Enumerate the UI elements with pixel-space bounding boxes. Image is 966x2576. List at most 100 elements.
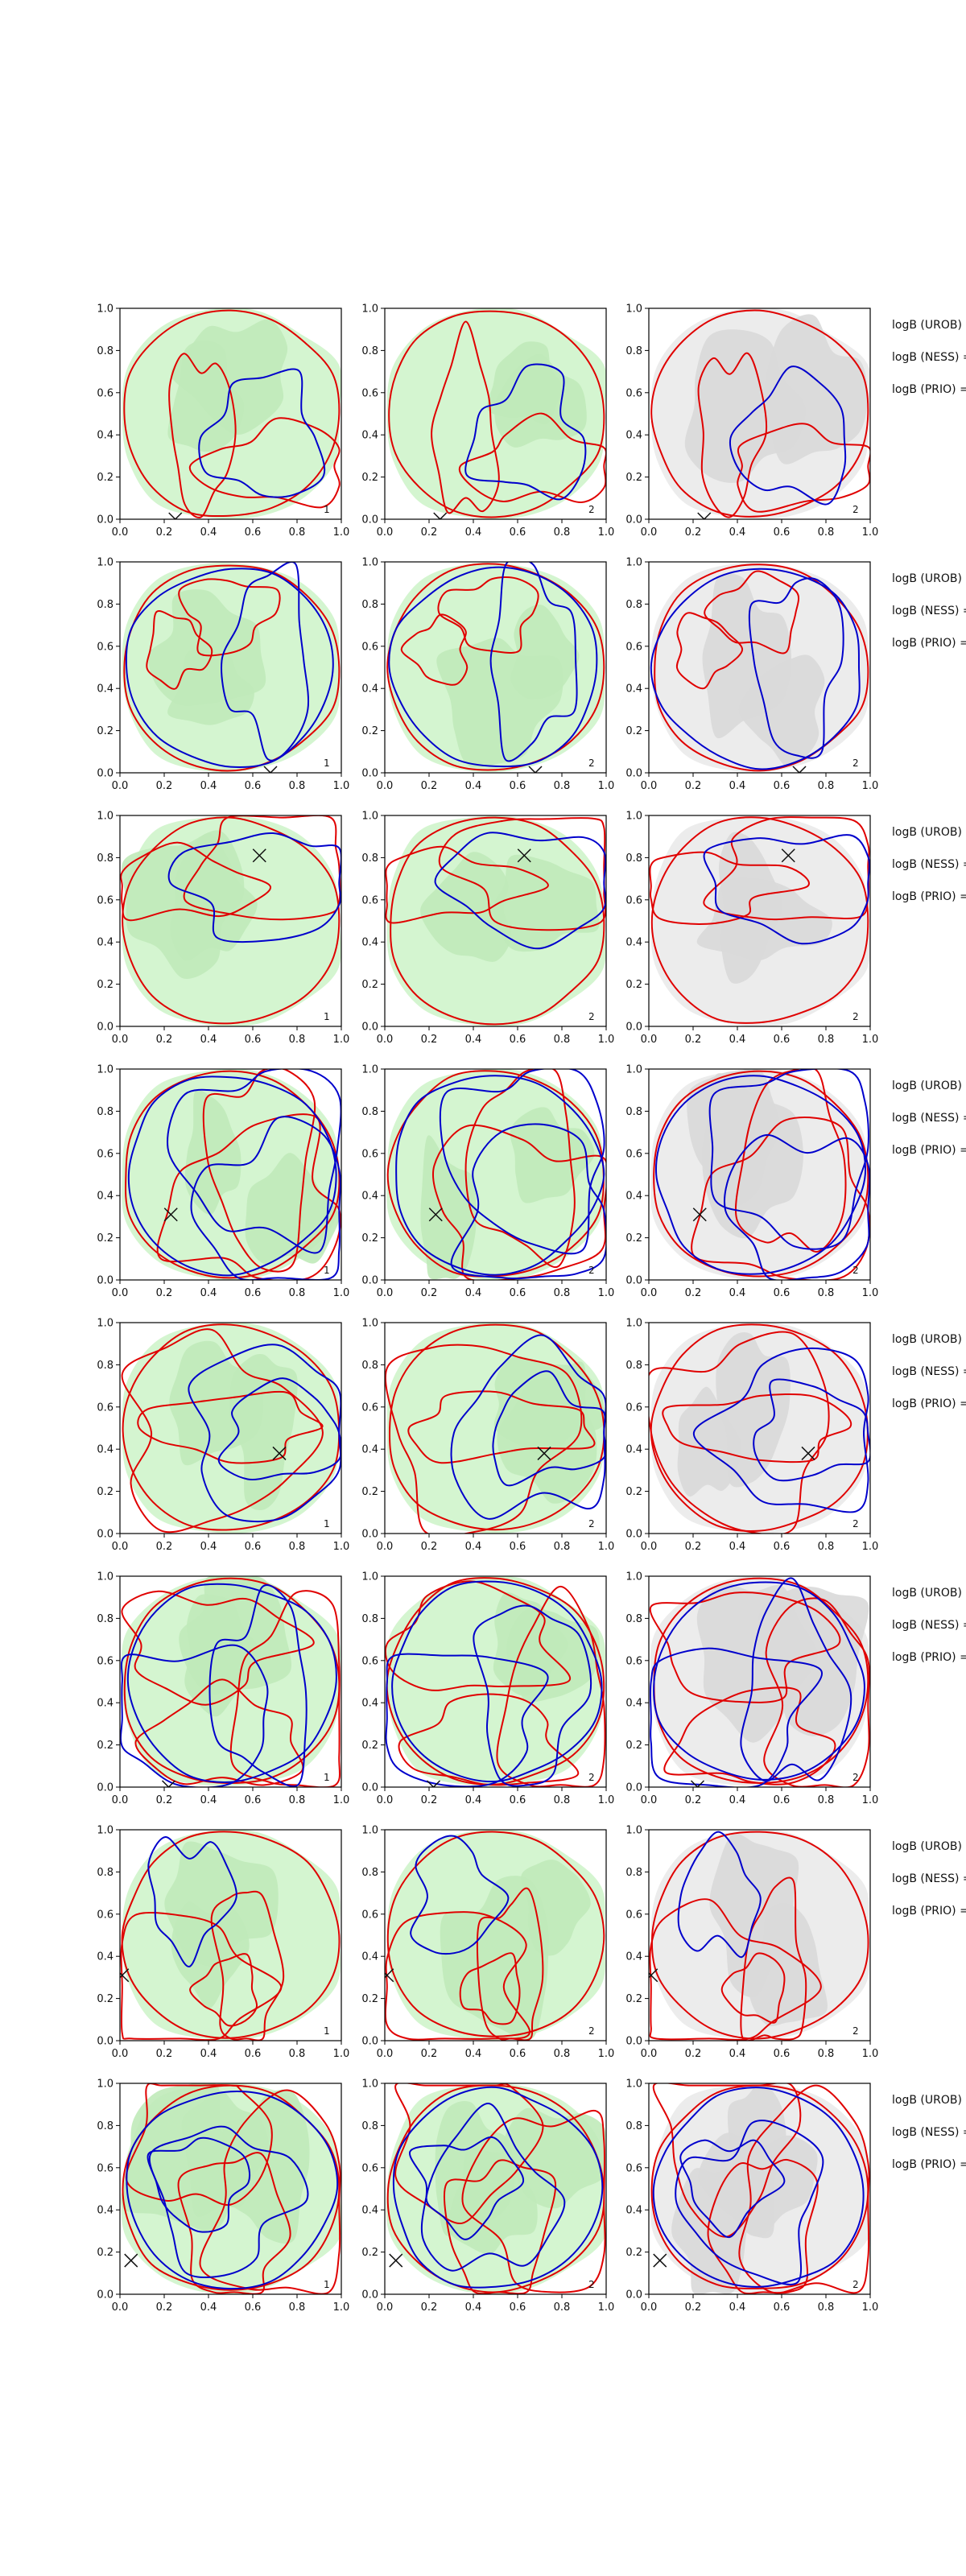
axes-frame — [119, 1575, 342, 1788]
x-tick-label: 0.6 — [510, 1541, 526, 1553]
target-marker — [653, 2253, 667, 2268]
target-marker — [801, 1446, 815, 1460]
contour-red — [649, 1898, 822, 2041]
panel-number: 2 — [588, 1011, 595, 1022]
panel-number: 1 — [324, 1772, 330, 1783]
axes-frame — [384, 815, 607, 1027]
contour-blue — [703, 834, 870, 945]
x-tick-label: 0.6 — [774, 1794, 791, 1806]
x-tick-label: 0.4 — [465, 1541, 482, 1553]
x-tick-label: 0.0 — [641, 526, 658, 539]
panel-plot-area — [121, 2083, 341, 2294]
x-tick-label: 0.8 — [554, 780, 571, 792]
axes-frame — [119, 308, 342, 520]
side-label: logB (PRIO) = — [892, 1651, 966, 1664]
panel-number: 2 — [588, 1265, 595, 1276]
x-tick-label: 0.4 — [465, 780, 482, 792]
contour-blue — [439, 1069, 605, 1255]
target-marker — [124, 2253, 138, 2268]
contour-red — [385, 845, 549, 924]
y-tick-label: 0.8 — [97, 2120, 114, 2132]
x-tick-label: 0.2 — [421, 780, 438, 792]
contour-blue — [221, 562, 310, 762]
marker-stroke — [389, 2253, 403, 2268]
target-marker — [692, 1208, 707, 1222]
panel-r4-c2: 2 0.0 0.2 0.4 0.6 0.8 1.0 0.0 0.2 0.4 0.6 0.8 1.0 — [361, 1064, 614, 1300]
y-tick-label: 0.0 — [625, 2289, 642, 2301]
x-tick-label: 0.8 — [554, 1541, 571, 1553]
contour-red — [125, 2083, 273, 2207]
contour-red — [183, 815, 341, 921]
x-tick-label: 0.4 — [465, 526, 482, 539]
x-tick-label: 0.2 — [156, 1287, 173, 1299]
panel-plot-area — [386, 562, 605, 773]
x-tick-label: 0.4 — [729, 526, 746, 539]
x-tick-label: 1.0 — [862, 1541, 879, 1553]
y-tick-label: 0.8 — [625, 852, 642, 865]
density-fill-inner — [502, 2107, 606, 2209]
x-tick-label: 0.4 — [200, 780, 217, 792]
axes-frame — [119, 561, 342, 774]
panel-plot-area — [120, 815, 341, 1026]
contour-blue — [410, 1835, 510, 1955]
y-tick-label: 0.6 — [361, 894, 378, 906]
y-tick-label: 0.0 — [97, 1782, 114, 1794]
panel-plot-area — [650, 2083, 870, 2294]
x-tick-label: 0.8 — [554, 2301, 571, 2314]
y-tick-label: 0.4 — [361, 1951, 378, 1963]
y-tick-label: 1.0 — [361, 811, 378, 823]
contour-red — [740, 1876, 807, 2041]
marker-stroke — [801, 1446, 815, 1460]
y-tick-label: 0.4 — [361, 2205, 378, 2217]
x-tick-label: 0.6 — [774, 1034, 791, 1046]
contour-red — [134, 1678, 304, 1786]
y-tick-label: 0.6 — [97, 894, 114, 906]
marker-stroke — [781, 848, 795, 863]
marker-stroke — [798, 766, 807, 773]
y-tick-label: 1.0 — [97, 2079, 114, 2091]
x-tick-label: 0.4 — [729, 1287, 746, 1299]
contour-blue — [208, 1584, 308, 1787]
y-tick-label: 0.2 — [361, 1740, 378, 1752]
panel-r5-c1: 1 0.0 0.2 0.4 0.6 0.8 1.0 0.0 0.2 0.4 0.6 0.8 1.0 — [97, 1318, 349, 1554]
contour-blue — [420, 2103, 566, 2272]
target-marker — [690, 1780, 705, 1787]
panel-number: 2 — [588, 2279, 595, 2290]
marker-stroke — [792, 766, 801, 773]
contour-red — [662, 1393, 852, 1463]
y-tick-label: 0.6 — [625, 2162, 642, 2174]
density-fill-inner — [716, 1331, 791, 1488]
contour-red — [691, 1117, 870, 1280]
contour-red — [738, 2084, 870, 2294]
y-tick-label: 0.2 — [97, 2247, 114, 2259]
x-tick-label: 0.4 — [729, 2048, 746, 2060]
contour-red — [431, 320, 500, 514]
x-tick-label: 1.0 — [333, 2301, 350, 2314]
target-marker — [649, 1968, 658, 1983]
x-tick-label: 0.4 — [465, 2048, 482, 2060]
x-tick-label: 1.0 — [333, 1287, 350, 1299]
y-tick-label: 0.0 — [361, 2036, 378, 2048]
contour-red — [707, 2158, 819, 2294]
contour-red — [385, 1344, 583, 1534]
y-tick-label: 0.8 — [625, 2120, 642, 2132]
density-fill-inner — [184, 1089, 242, 1215]
x-tick-label: 0.6 — [245, 1794, 262, 1806]
x-tick-label: 0.4 — [200, 1034, 217, 1046]
y-tick-label: 1.0 — [361, 2079, 378, 2091]
contour-blue — [464, 363, 587, 501]
density-fill-inner — [521, 1860, 591, 1956]
contour-red — [121, 1328, 324, 1534]
x-tick-label: 0.2 — [156, 1541, 173, 1553]
panel-plot-area — [121, 1323, 341, 1534]
side-label: logB (NESS) = — [892, 1365, 966, 1378]
axes-frame — [648, 561, 871, 774]
density-fill-inner — [169, 1340, 264, 1466]
contour-red-outer — [386, 1831, 605, 2037]
target-marker — [697, 512, 712, 519]
y-tick-label: 0.8 — [97, 1106, 114, 1118]
side-label: logB (UROB) = — [892, 1333, 966, 1346]
marker-stroke — [426, 1780, 435, 1787]
y-tick-label: 0.2 — [97, 1740, 114, 1752]
y-tick-label: 0.2 — [361, 1232, 378, 1245]
